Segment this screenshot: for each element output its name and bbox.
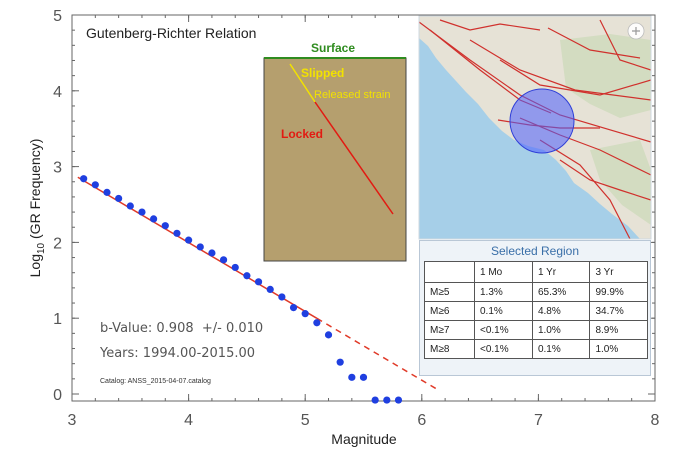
cell-1-yr: 0.1% [531,339,591,359]
data-point [243,272,251,280]
data-point [196,243,204,251]
cell-3-yr: 34.7% [589,301,648,321]
data-point [359,373,368,381]
fault-map[interactable] [418,15,652,240]
y-axis-title: Log10 (GR Frequency) [27,139,47,278]
data-point [219,256,228,264]
y-tick-label: 1 [53,311,62,328]
data-point [126,202,134,210]
fault-diagram: Surface Slipped Released strain Locked [263,41,407,262]
data-point [289,303,298,312]
data-point [103,188,111,196]
row-label: M≥8 [424,339,475,359]
table-row: M≥5 1.3% 65.3% 99.9% [424,282,648,302]
data-point [91,181,99,189]
selected-region-panel: Selected Region 1 Mo 1 Yr 3 Yr M≥5 1.3% … [419,240,651,376]
slipped-segment [289,63,316,103]
released-strain-label: Released strain [314,89,390,101]
fit-line-dashed [316,317,440,392]
data-point [383,396,391,404]
x-tick-label: 5 [301,412,310,429]
cell-3-yr: 1.0% [589,339,648,359]
data-point [161,222,169,230]
data-point [301,310,309,318]
data-point [278,293,286,301]
data-point [115,194,123,203]
cell-1-yr: 65.3% [531,282,591,302]
x-tick-label: 6 [417,412,426,429]
probability-table: 1 Mo 1 Yr 3 Yr M≥5 1.3% 65.3% 99.9% M≥6 … [424,261,648,359]
data-point [313,319,321,327]
map-mountains-south [590,140,651,225]
table-row: M≥6 0.1% 4.8% 34.7% [424,301,648,321]
y-axis-title-rest: (GR Frequency) [27,139,43,243]
data-point [138,208,146,216]
row-label: M≥6 [424,301,475,321]
row-label: M≥5 [424,282,475,302]
x-tick-label: 3 [68,412,77,429]
header-1-mo: 1 Mo [474,261,533,283]
table-header-row: 1 Mo 1 Yr 3 Yr [424,261,648,283]
slipped-label: Slipped [301,66,344,80]
surface-label: Surface [311,41,355,55]
data-point [185,236,193,244]
plot-frame [71,14,656,402]
map-border [418,15,652,240]
data-point [324,331,333,339]
row-label: M≥7 [424,320,475,340]
data-point [150,215,158,223]
y-tick-label: 0 [53,387,62,404]
y-tick-label: 2 [53,235,62,252]
locked-label: Locked [281,127,323,141]
selected-region-title: Selected Region [490,244,580,258]
data-point [254,278,263,286]
cell-3-yr: 99.9% [589,282,648,302]
data-point [208,249,216,257]
y-tick-label: 5 [53,8,62,25]
x-axis-title: Magnitude [331,431,397,447]
cell-1-mo: <0.1% [474,339,533,359]
y-tick-labels: 0 1 2 3 4 5 [53,8,62,404]
header-blank-cell [424,261,475,283]
years-label: Years: 1994.00-2015.00 [99,346,255,361]
x-tick-labels: 3 4 5 6 7 8 [68,412,660,429]
cell-1-mo: 0.1% [474,301,533,321]
data-point [336,358,344,366]
data-point [348,373,356,381]
data-points [80,175,403,404]
selected-region-circle[interactable] [509,88,575,154]
y-axis-title-sub: 10 [36,242,47,254]
y-axis-title-log: Log [27,254,43,277]
expand-icon[interactable] [627,22,645,40]
chart-title: Gutenberg-Richter Relation [86,25,256,41]
data-point [371,396,379,404]
x-tick-label: 4 [184,412,193,429]
catalog-label: Catalog: ANSS_2015-04-07.catalog [100,378,211,385]
fault-ground [263,57,407,262]
b-value-label: b-Value: 0.908 +/- 0.010 [100,321,263,336]
header-3-yr: 3 Yr [589,261,648,283]
cell-1-yr: 1.0% [531,320,591,340]
data-point [173,229,181,237]
table-row: M≥7 <0.1% 1.0% 8.9% [424,320,648,340]
data-point [80,175,88,183]
cell-1-mo: <0.1% [474,320,533,340]
data-point [394,396,403,404]
table-row: M≥8 <0.1% 0.1% 1.0% [424,339,648,359]
cell-1-mo: 1.3% [474,282,533,302]
header-1-yr: 1 Yr [531,261,591,283]
cell-3-yr: 8.9% [589,320,648,340]
data-point [266,285,274,293]
data-point [231,263,239,272]
y-tick-label: 4 [53,84,62,101]
x-tick-label: 7 [534,412,543,429]
x-tick-label: 8 [651,412,660,429]
cell-1-yr: 4.8% [531,301,591,321]
locked-segment [314,101,394,215]
y-tick-label: 3 [53,160,62,177]
